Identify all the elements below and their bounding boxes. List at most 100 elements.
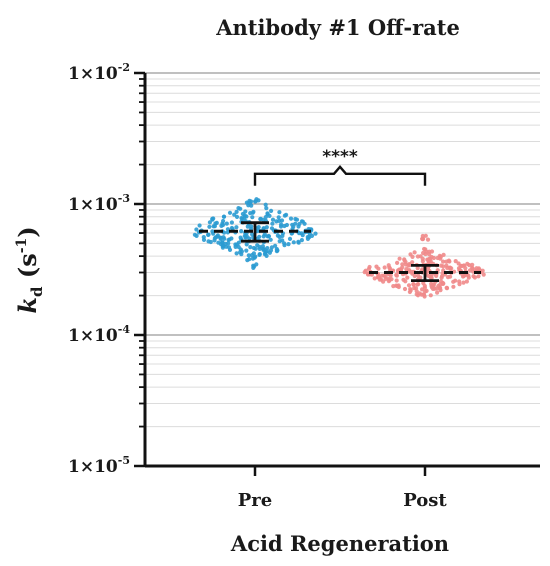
data-point	[244, 242, 249, 247]
data-point	[282, 241, 287, 246]
data-point	[213, 235, 218, 240]
data-point	[421, 250, 426, 256]
data-point	[270, 221, 275, 226]
data-point	[453, 259, 458, 264]
data-point	[229, 225, 234, 231]
data-point	[257, 246, 262, 251]
data-point	[247, 257, 252, 262]
data-point	[276, 215, 281, 220]
data-point	[251, 265, 256, 270]
data-point	[277, 234, 282, 240]
data-point	[250, 215, 255, 220]
labels: Antibody #1 Off-rate Acid Regeneration k…	[13, 15, 460, 556]
data-point	[445, 275, 451, 280]
data-point	[240, 211, 245, 217]
data-point	[229, 220, 234, 225]
data-point	[194, 233, 199, 238]
data-point	[313, 231, 318, 236]
data-point	[220, 221, 225, 226]
data-point	[224, 221, 229, 226]
data-point	[434, 286, 439, 291]
data-point	[365, 271, 370, 276]
data-point	[214, 220, 219, 225]
data-point	[275, 248, 280, 253]
summary-bars	[199, 221, 481, 283]
data-point	[227, 210, 233, 215]
data-point	[405, 275, 410, 280]
data-point	[428, 293, 433, 298]
data-point	[293, 216, 298, 222]
data-point	[216, 240, 221, 245]
data-point	[426, 273, 431, 278]
data-point	[261, 234, 266, 239]
data-point	[243, 235, 248, 240]
data-point	[288, 216, 294, 221]
data-point	[444, 285, 449, 290]
data-point	[287, 236, 293, 241]
data-point	[264, 253, 269, 258]
data-point	[206, 239, 211, 244]
data-point	[451, 279, 456, 284]
data-point	[225, 227, 230, 232]
data-point	[207, 220, 212, 225]
data-point	[420, 259, 425, 264]
data-point	[480, 268, 485, 273]
data-point	[248, 245, 253, 250]
data-point	[270, 217, 276, 222]
data-point	[375, 275, 380, 280]
data-point	[407, 263, 412, 268]
data-point	[461, 280, 466, 285]
data-point	[286, 242, 291, 247]
data-point	[269, 208, 274, 213]
data-point	[394, 278, 399, 283]
data-point	[424, 288, 429, 293]
data-point	[423, 233, 428, 238]
data-point	[284, 212, 289, 217]
data-point	[226, 245, 232, 250]
data-point	[234, 225, 239, 230]
data-point	[366, 266, 371, 271]
data-point	[401, 277, 406, 282]
data-point	[437, 253, 442, 258]
data-point	[250, 232, 255, 237]
data-point	[420, 237, 425, 242]
data-point	[240, 216, 245, 221]
data-point	[406, 283, 412, 288]
data-point	[460, 274, 466, 279]
data-point	[297, 221, 302, 227]
data-point	[265, 211, 270, 216]
data-point	[411, 282, 416, 287]
data-point	[440, 281, 445, 286]
data-point	[254, 197, 259, 202]
data-point	[264, 206, 269, 211]
data-point	[465, 261, 470, 266]
data-point	[374, 264, 379, 269]
data-point	[456, 261, 461, 266]
data-point	[210, 216, 215, 221]
data-point	[425, 237, 431, 242]
data-point	[452, 269, 457, 274]
data-point	[438, 285, 443, 290]
data-point	[397, 256, 402, 261]
data-point	[382, 273, 387, 278]
data-point	[407, 269, 412, 274]
data-point	[278, 224, 284, 229]
data-point	[400, 262, 405, 267]
data-point	[218, 235, 223, 240]
data-point	[207, 224, 212, 229]
data-point	[299, 231, 304, 236]
data-point	[435, 290, 440, 295]
data-point	[269, 226, 275, 231]
data-point	[244, 248, 249, 253]
y-tick-label: 1×10-5	[68, 454, 130, 477]
data-point	[394, 272, 399, 278]
data-point	[412, 286, 417, 291]
data-point	[441, 259, 446, 264]
data-point	[268, 237, 273, 242]
data-point	[410, 254, 415, 259]
x-tick-label: Pre	[238, 490, 272, 511]
data-point	[395, 260, 400, 265]
data-point	[422, 246, 427, 252]
data-point	[258, 217, 263, 222]
